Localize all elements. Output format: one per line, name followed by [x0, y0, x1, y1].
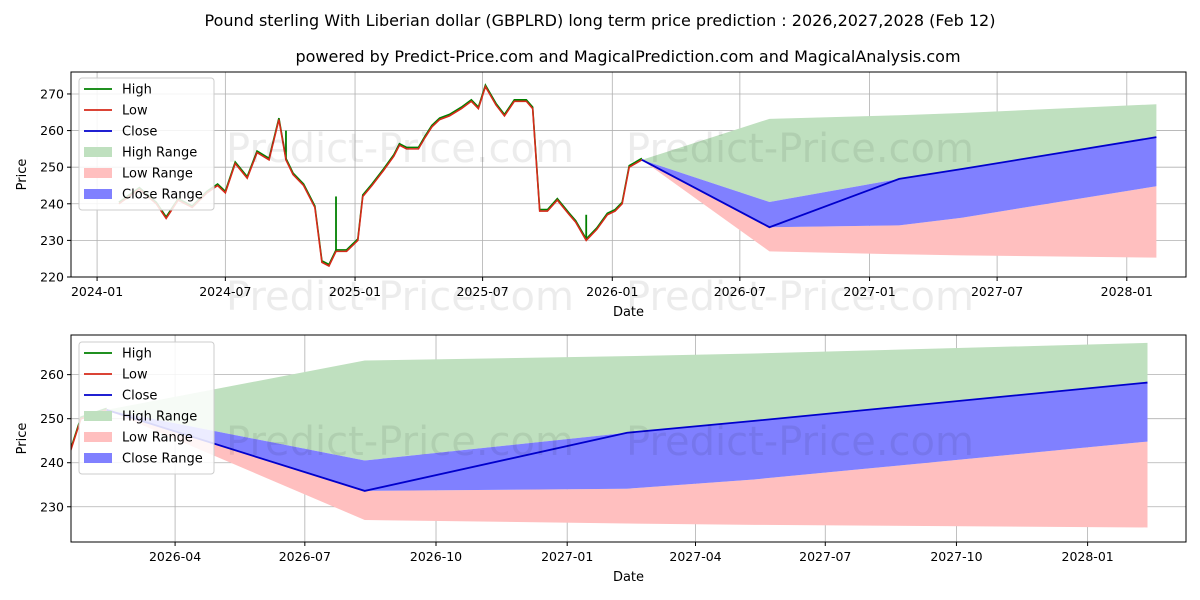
legend-patch-swatch: [84, 147, 112, 157]
y-tick-label: 270: [40, 86, 64, 101]
legend-label: Low Range: [122, 167, 193, 182]
y-axis-label: Price: [15, 159, 30, 191]
legend-label: High: [122, 347, 152, 362]
x-tick-label: 2026-07: [279, 549, 331, 564]
x-tick-label: 2025-01: [329, 284, 381, 299]
x-tick-label: 2026-01: [586, 284, 638, 299]
plot-area: [71, 342, 1148, 528]
x-tick-label: 2027-07: [971, 284, 1023, 299]
watermark: Predict-Price.com: [226, 126, 574, 172]
y-tick-label: 230: [40, 499, 64, 514]
legend-box: [78, 77, 215, 211]
close-range-band: [641, 137, 1157, 228]
legend-patch-swatch: [84, 411, 112, 421]
watermark: Predict-Price.com: [226, 274, 574, 320]
x-axis-label: Date: [613, 570, 644, 585]
low-range-band: [641, 159, 1157, 258]
legend-label: Low Range: [122, 431, 193, 446]
watermark: Predict-Price.com: [626, 419, 974, 465]
y-tick-label: 260: [40, 367, 64, 382]
low-series-line: [118, 84, 643, 268]
x-tick-label: 2027-01: [843, 284, 895, 299]
plot-frame: [70, 71, 1187, 278]
chart-title: Pound sterling With Liberian dollar (GBP…: [205, 11, 996, 30]
legend-patch-swatch: [84, 432, 112, 442]
y-tick-label: 250: [40, 411, 64, 426]
y-tick-label: 250: [40, 160, 64, 175]
x-tick-label: 2027-10: [930, 549, 982, 564]
x-tick-label: 2027-04: [669, 549, 721, 564]
high-range-band: [106, 342, 1148, 461]
legend-label: High: [122, 83, 152, 98]
close-range-band: [106, 382, 1148, 491]
y-tick-label: 260: [40, 123, 64, 138]
legend-label: Close Range: [122, 452, 203, 467]
y-axis-label: Price: [15, 423, 30, 455]
close-series-line: [106, 381, 1148, 492]
legend-box: [78, 341, 215, 475]
legend-patch-swatch: [84, 453, 112, 463]
x-tick-label: 2026-07: [714, 284, 766, 299]
x-tick-label: 2026-04: [149, 549, 201, 564]
legend-patch-swatch: [84, 189, 112, 199]
x-axis-label: Date: [613, 305, 644, 320]
watermark: Predict-Price.com: [626, 274, 974, 320]
legend: High Low Close High Range Low Range Close Ran…: [78, 77, 215, 211]
plot-frame: [70, 334, 1187, 543]
y-tick-label: 220: [40, 270, 64, 285]
legend-label: Low: [122, 368, 148, 383]
x-tick-label: 2025-07: [456, 284, 508, 299]
x-tick-label: 2027-01: [541, 549, 593, 564]
legend-label: Close: [122, 389, 157, 404]
x-tick-label: 2027-07: [799, 549, 851, 564]
x-tick-label: 2024-07: [199, 284, 251, 299]
y-tick-label: 240: [40, 455, 64, 470]
high-series-line: [118, 83, 643, 266]
legend-label: High Range: [122, 146, 197, 161]
legend-label: Low: [122, 104, 148, 119]
watermark: Predict-Price.com: [226, 419, 574, 465]
x-tick-label: 2028-01: [1101, 284, 1153, 299]
x-tick-label: 2026-10: [410, 549, 462, 564]
high-range-band: [641, 104, 1157, 202]
y-tick-label: 240: [40, 196, 64, 211]
x-tick-label: 2028-01: [1062, 549, 1114, 564]
close-series-line: [641, 136, 1157, 229]
bottom-panel: Predict-Price.com Predict-Price.com 2026-0…: [15, 334, 1187, 585]
top-panel: Predict-Price.com Predict-Price.com Predic…: [15, 71, 1187, 320]
plot-area: [118, 83, 1157, 268]
y-tick-label: 230: [40, 233, 64, 248]
legend-label: Close: [122, 125, 157, 140]
legend-label: High Range: [122, 410, 197, 425]
legend-label: Close Range: [122, 188, 203, 203]
legend-patch-swatch: [84, 168, 112, 178]
chart-subtitle: powered by Predict-Price.com and Magical…: [295, 47, 960, 66]
low-range-band: [106, 409, 1148, 528]
x-tick-label: 2024-01: [71, 284, 123, 299]
watermark: Predict-Price.com: [626, 126, 974, 172]
legend: High Low Close High Range Low Range Close Ran…: [78, 341, 215, 475]
